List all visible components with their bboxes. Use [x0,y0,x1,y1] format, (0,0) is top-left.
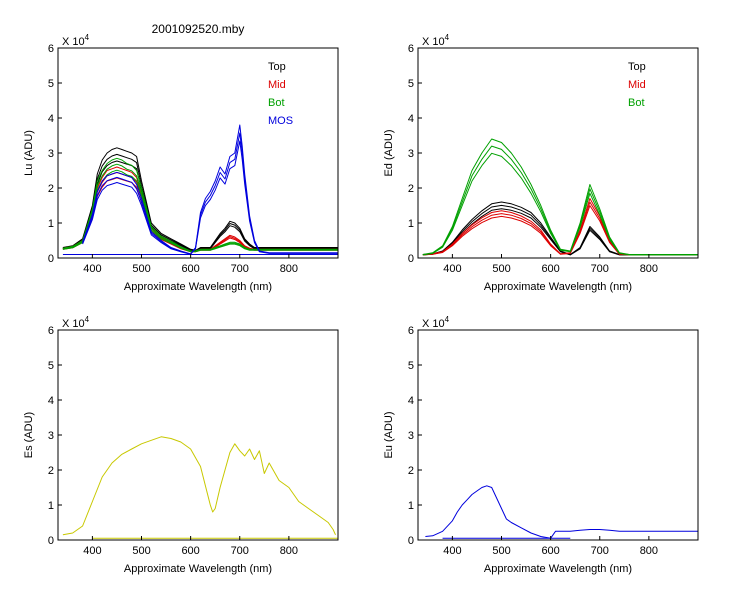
series-top-scan-2 [422,204,698,256]
x-axis-label: Approximate Wavelength (nm) [124,563,272,575]
y-multiplier: X 104 [62,315,90,330]
x-tick-label: 800 [280,545,298,557]
x-tick-label: 500 [132,545,150,557]
series-mid [422,198,698,255]
y-tick-label: 5 [408,78,414,90]
y-tick-label: 1 [48,218,54,230]
y-tick-label: 3 [48,148,54,160]
x-tick-label: 600 [541,545,559,557]
y-tick-label: 3 [408,430,414,442]
x-tick-label: 400 [83,263,101,275]
y-tick-label: 4 [408,395,414,407]
y-tick-label: 2 [48,465,54,477]
series-mos [82,124,338,255]
series-mos-scan-2 [82,132,338,255]
x-tick-label: 600 [181,545,199,557]
y-tick-label: 4 [48,113,54,125]
plot-area [57,329,339,541]
y-axis-label: Es (ADU) [23,412,35,458]
y-tick-label: 5 [48,78,54,90]
y-tick-label: 1 [408,218,414,230]
y-multiplier: X 104 [62,33,90,48]
series-line [425,485,698,539]
x-tick-label: 700 [231,545,249,557]
series-group [425,485,698,539]
y-tick-label: 2 [408,465,414,477]
chart-panel-1: 0 1 2 3 4 5 6 400 500 600 700 800 X 104 Approximate W… [23,33,339,293]
series-mos-scan-3 [82,140,338,255]
x-tick-label: 400 [443,545,461,557]
series-bot [62,157,338,252]
y-tick-label: 6 [48,43,54,55]
series-group [62,436,338,539]
y-tick-label: 2 [48,183,54,195]
x-tick-label: 500 [492,545,510,557]
x-tick-label: 600 [181,263,199,275]
y-multiplier-exponent: 4 [85,315,90,324]
y-tick-label: 1 [48,500,54,512]
y-tick-label: 4 [408,113,414,125]
series-top-scan-3 [62,160,338,252]
y-axis-label: Ed (ADU) [383,129,395,176]
plot-area [417,47,699,259]
y-tick-label: 1 [408,500,414,512]
y-axis-label: Lu (ADU) [23,130,35,176]
x-tick-label: 700 [231,263,249,275]
y-tick-label: 4 [48,395,54,407]
y-tick-label: 6 [48,325,54,337]
legend-top: Top [268,61,286,73]
x-tick-label: 500 [132,263,150,275]
legend-mos: MOS [268,115,293,127]
legend-bot: Bot [628,97,645,109]
x-tick-label: 400 [83,545,101,557]
y-multiplier: X 104 [422,33,450,48]
y-multiplier-exponent: 4 [445,33,450,42]
x-tick-label: 700 [591,263,609,275]
series-mid-scan-3 [422,205,698,256]
chart-panel-4: 0 1 2 3 4 5 6 400 500 600 700 800 X 104 Approximate W… [383,315,699,575]
series-top [422,201,698,255]
y-tick-label: 5 [408,360,414,372]
y-tick-label: 0 [408,253,414,265]
y-tick-label: 6 [408,43,414,55]
x-tick-label: 700 [591,545,609,557]
x-axis-label: Approximate Wavelength (nm) [124,281,272,293]
x-tick-label: 600 [541,263,559,275]
y-tick-label: 2 [408,183,414,195]
x-axis-label: Approximate Wavelength (nm) [484,281,632,293]
series-line [62,436,336,536]
legend-top: Top [628,61,646,73]
legend-mid: Mid [268,79,286,91]
series-group [422,138,698,256]
x-tick-label: 500 [492,263,510,275]
x-tick-label: 800 [640,545,658,557]
y-multiplier: X 104 [422,315,450,330]
series-bot-scan-2 [62,163,338,252]
y-multiplier-exponent: 4 [445,315,450,324]
figure-title: 2001092520.mby [152,22,245,36]
y-tick-label: 3 [408,148,414,160]
y-tick-label: 3 [48,430,54,442]
series-bot-scan-3 [62,169,338,253]
legend-bot: Bot [268,97,285,109]
y-multiplier-exponent: 4 [85,33,90,42]
x-tick-label: 800 [640,263,658,275]
x-axis-label: Approximate Wavelength (nm) [484,563,632,575]
chart-panel-2: 0 1 2 3 4 5 6 400 500 600 700 800 X 104 Approximate W… [383,33,699,293]
y-tick-label: 0 [48,253,54,265]
x-tick-label: 800 [280,263,298,275]
series-group [62,124,338,255]
y-tick-label: 5 [48,360,54,372]
legend-mid: Mid [628,79,646,91]
series-bot-scan-3 [422,152,698,256]
y-tick-label: 0 [408,535,414,547]
y-tick-label: 6 [408,325,414,337]
y-axis-label: Eu (ADU) [383,411,395,458]
y-tick-label: 0 [48,535,54,547]
x-tick-label: 400 [443,263,461,275]
chart-panel-3: 0 1 2 3 4 5 6 400 500 600 700 800 X 104 Approximate W… [23,315,339,575]
